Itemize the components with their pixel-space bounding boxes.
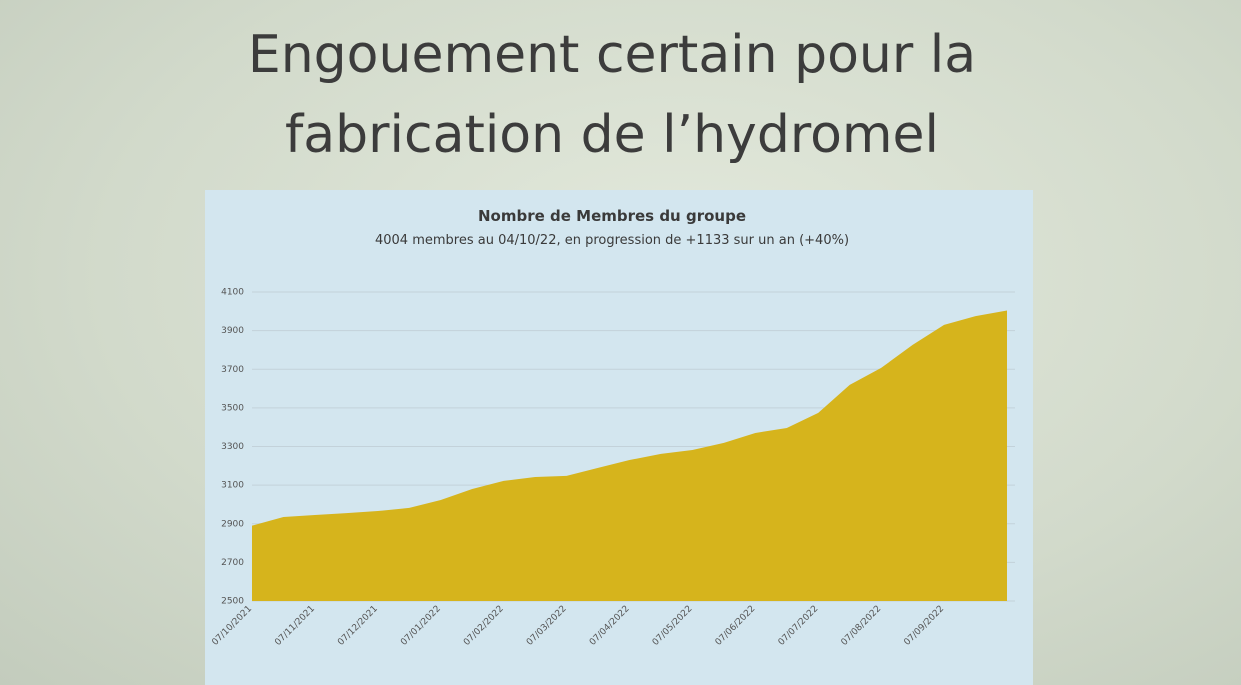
- y-tick-label: 3100: [221, 481, 244, 491]
- y-tick-label: 2500: [221, 597, 244, 607]
- y-tick-label: 3500: [221, 403, 244, 413]
- y-tick-label: 3900: [221, 326, 244, 336]
- chart-title: Nombre de Membres du groupe: [478, 207, 746, 225]
- slide-title: fabrication de l’hydromel: [285, 105, 939, 165]
- area: [252, 310, 1007, 601]
- y-tick-label: 4100: [221, 288, 244, 298]
- slide-title: Engouement certain pour la: [248, 25, 976, 85]
- chart-subtitle: 4004 membres au 04/10/22, en progression…: [375, 233, 849, 248]
- y-tick-label: 2700: [221, 558, 244, 568]
- y-tick-label: 3300: [221, 442, 244, 452]
- y-tick-label: 2900: [221, 519, 244, 529]
- y-tick-label: 3700: [221, 365, 244, 375]
